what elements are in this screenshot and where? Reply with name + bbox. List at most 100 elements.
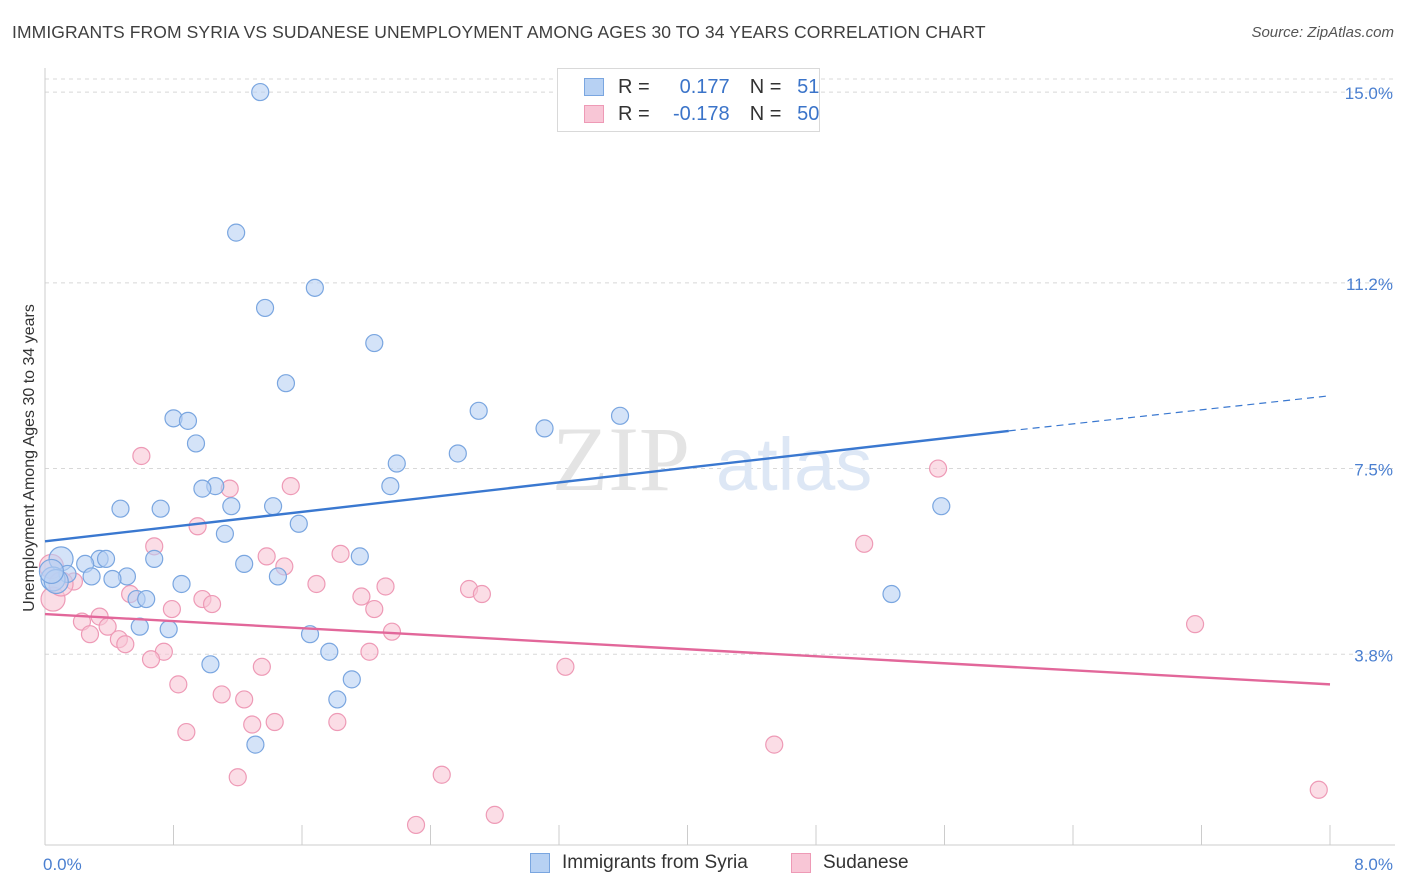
legend-label-sudanese: Sudanese xyxy=(823,852,909,873)
sudanese-point xyxy=(352,587,371,606)
sudanese-point xyxy=(116,635,135,654)
legend-swatch-syria xyxy=(584,78,604,96)
syria-point xyxy=(137,589,156,609)
syria-point xyxy=(350,547,369,566)
sudanese-point xyxy=(556,657,575,676)
syria-point xyxy=(82,567,101,586)
syria-trend-extension xyxy=(1008,395,1331,432)
sudanese-point xyxy=(162,599,181,619)
syria-point xyxy=(178,411,198,430)
legend-label-syria: Immigrants from Syria xyxy=(562,852,748,873)
legend-n-label: N = xyxy=(749,75,782,98)
sudanese-point xyxy=(472,584,491,604)
legend-item-sudanese[interactable]: Sudanese xyxy=(791,852,909,874)
sudanese-point xyxy=(360,642,379,661)
sudanese-point xyxy=(257,547,276,566)
series-legend: Immigrants from Syria Sudanese xyxy=(0,852,1406,876)
syria-point xyxy=(103,569,122,589)
sudanese-point xyxy=(1185,615,1205,634)
syria-point xyxy=(96,549,116,568)
syria-point xyxy=(469,401,488,420)
syria-point xyxy=(932,497,951,516)
syria-point xyxy=(159,620,178,639)
legend-row-syria: R = 0.177 N = 51 xyxy=(584,74,819,100)
legend-item-syria[interactable]: Immigrants from Syria xyxy=(530,852,748,874)
syria-point xyxy=(251,82,270,102)
syria-point xyxy=(535,419,554,438)
sudanese-point xyxy=(328,712,347,732)
syria-point xyxy=(381,477,400,496)
legend-r-label: R = xyxy=(618,75,650,98)
sudanese-point xyxy=(928,459,948,478)
syria-point xyxy=(201,655,220,674)
watermark: ZIP atlas xyxy=(552,408,872,510)
watermark-atlas: atlas xyxy=(716,423,872,506)
syria-point xyxy=(186,434,206,453)
legend-swatch-sudanese xyxy=(584,105,604,123)
watermark-zip: ZIP xyxy=(552,408,690,510)
y-tick-label: 11.2% xyxy=(1346,275,1393,294)
sudanese-point xyxy=(141,650,161,669)
syria-point xyxy=(610,406,630,425)
y-tick-label: 7.5% xyxy=(1354,461,1393,480)
syria-point xyxy=(235,554,254,574)
series-sudanese-points xyxy=(38,446,1328,835)
syria-point xyxy=(882,584,901,604)
syria-point xyxy=(193,479,212,498)
sudanese-trend-line xyxy=(44,612,1331,686)
syria-point xyxy=(172,574,191,594)
series-syria-points xyxy=(38,82,951,754)
legend-row-sudanese: R = -0.178 N = 50 xyxy=(584,101,819,127)
syria-point xyxy=(342,670,361,689)
sudanese-point xyxy=(406,815,426,835)
sudanese-point xyxy=(169,675,188,694)
sudanese-point xyxy=(80,625,100,644)
sudanese-point xyxy=(228,768,247,787)
syria-point xyxy=(328,690,347,709)
trend-lines xyxy=(44,395,1331,686)
syria-point xyxy=(289,514,308,533)
correlation-legend: R = 0.177 N = 51 R = -0.178 N = 50 xyxy=(557,68,820,132)
sudanese-point xyxy=(202,594,222,614)
sudanese-point xyxy=(243,715,262,734)
syria-point xyxy=(38,558,65,585)
sudanese-point xyxy=(188,517,207,536)
syria-point xyxy=(387,454,406,473)
syria-point xyxy=(111,499,130,518)
y-tick-label: 15.0% xyxy=(1345,84,1393,103)
chart-title: IMMIGRANTS FROM SYRIA VS SUDANESE UNEMPL… xyxy=(12,22,986,42)
syria-point xyxy=(255,298,275,318)
syria-point xyxy=(305,278,324,297)
legend-r-value: 0.177 xyxy=(679,75,730,98)
sudanese-point xyxy=(307,574,326,594)
syria-point xyxy=(263,497,283,516)
x-tick-label: 8.0% xyxy=(1354,855,1393,874)
legend-r-value: -0.178 xyxy=(672,102,730,125)
syria-point xyxy=(145,549,164,568)
tick-labels: 3.8% 7.5% 11.2% 15.0% 0.0% 8.0% xyxy=(43,84,1393,874)
syria-point xyxy=(151,499,170,518)
sudanese-point xyxy=(855,534,874,553)
syria-point xyxy=(246,735,265,754)
syria-point xyxy=(365,333,384,353)
syria-point xyxy=(227,223,246,242)
syria-point xyxy=(215,524,234,543)
syria-point xyxy=(448,444,467,463)
y-tick-label: 3.8% xyxy=(1354,646,1393,665)
syria-point xyxy=(320,642,339,661)
sudanese-point xyxy=(177,722,196,742)
y-axis-label: Unemployment Among Ages 30 to 34 years xyxy=(21,304,38,612)
sudanese-point xyxy=(1309,780,1328,799)
x-tick-label: 0.0% xyxy=(43,855,82,874)
sudanese-point xyxy=(365,599,384,619)
sudanese-point xyxy=(765,735,784,754)
legend-swatch-syria xyxy=(530,853,550,873)
axes xyxy=(44,68,1395,846)
syria-point xyxy=(276,374,296,393)
sudanese-point xyxy=(281,477,300,496)
syria-trend-line xyxy=(44,429,1009,543)
source-label: Source: ZipAtlas.com xyxy=(1251,24,1394,41)
syria-point xyxy=(268,567,288,586)
sudanese-point xyxy=(235,690,254,709)
